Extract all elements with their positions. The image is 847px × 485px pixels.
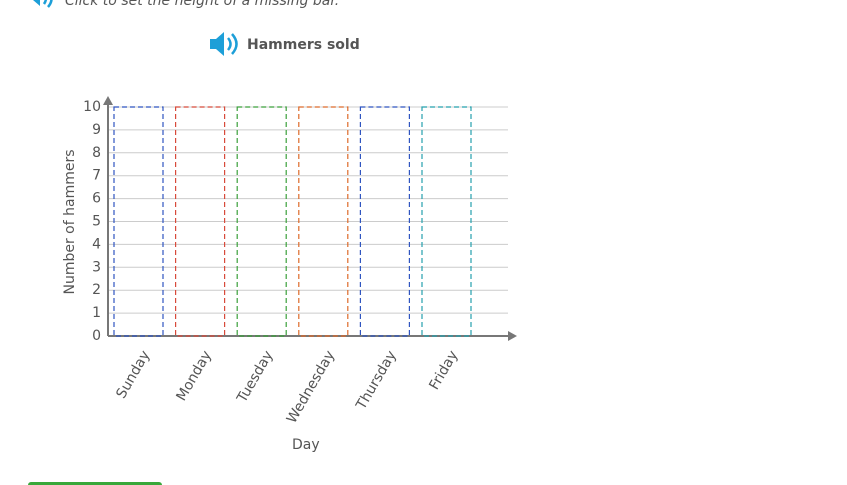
missing-bar-target[interactable] xyxy=(421,106,472,337)
missing-bar-target[interactable] xyxy=(359,106,410,337)
instruction: Click to set the height of a missing bar… xyxy=(65,0,339,9)
missing-bar-target[interactable] xyxy=(298,106,349,337)
speaker-icon[interactable] xyxy=(28,0,53,8)
missing-bar-target[interactable] xyxy=(175,106,226,337)
x-axis-label: Day xyxy=(292,437,320,453)
y-tick-label: 1 xyxy=(92,305,101,321)
x-tick-label: Tuesday xyxy=(234,348,277,406)
y-axis-label: Number of hammers xyxy=(62,149,78,294)
chart-title: Hammers sold xyxy=(247,37,360,53)
y-tick-label: 10 xyxy=(83,99,101,115)
y-axis-arrow xyxy=(103,96,113,105)
y-tick-label: 7 xyxy=(92,168,101,184)
y-tick-label: 2 xyxy=(92,282,101,298)
x-tick-label: Sunday xyxy=(113,348,153,401)
y-tick-label: 0 xyxy=(92,328,101,344)
y-tick-label: 8 xyxy=(92,145,101,161)
speaker-icon[interactable] xyxy=(210,32,238,56)
y-tick-label: 9 xyxy=(92,122,101,138)
y-tick-label: 5 xyxy=(92,214,101,230)
y-tick-label: 6 xyxy=(92,191,101,207)
missing-bar-target[interactable] xyxy=(236,106,287,337)
y-tick-label: 4 xyxy=(92,236,101,252)
x-tick-label: Friday xyxy=(426,348,461,393)
submit-button[interactable] xyxy=(28,482,162,485)
missing-bar-target[interactable] xyxy=(113,106,164,337)
x-tick-label: Wednesday xyxy=(284,348,338,426)
y-tick-label: 3 xyxy=(92,259,101,275)
x-tick-label: Thursday xyxy=(353,348,400,413)
x-tick-label: Monday xyxy=(174,348,215,404)
x-axis-arrow xyxy=(508,331,517,341)
